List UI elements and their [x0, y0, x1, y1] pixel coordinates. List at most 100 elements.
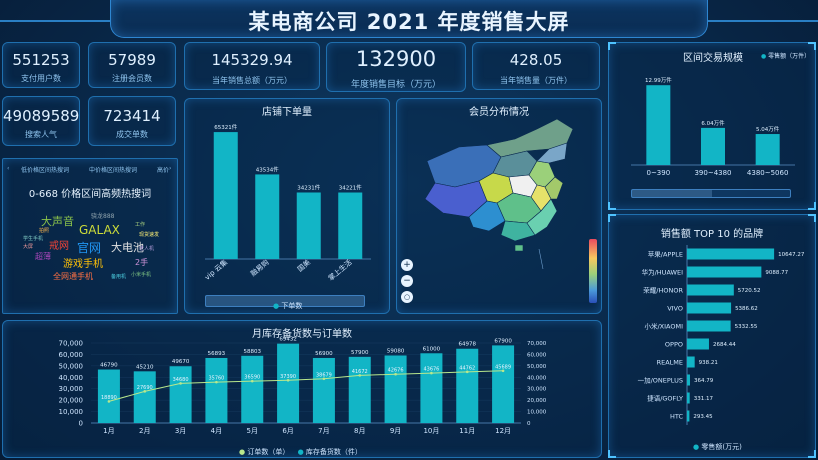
line-point	[143, 390, 147, 393]
line-label: 27690	[137, 385, 153, 391]
title-bar: 某电商公司 2021 年度销售大屏	[110, 0, 708, 38]
data-label: 58803	[244, 349, 262, 355]
line-point	[358, 374, 362, 377]
word-cloud-item[interactable]: 老人机	[139, 246, 155, 252]
map-region	[500, 220, 536, 242]
line-point	[322, 377, 326, 381]
chevron-left-icon[interactable]: ‹	[7, 165, 10, 172]
word-cloud-item[interactable]: 游戏手机	[63, 259, 103, 270]
stat-value: 132900	[355, 47, 437, 71]
tick-label: HTC	[670, 413, 683, 421]
word-cloud-item[interactable]: 备用机	[111, 274, 127, 280]
data-label: 10647.27	[778, 252, 805, 258]
bar	[213, 132, 238, 259]
stat-card-orders: 723414 成交单数	[88, 96, 176, 146]
stat-value: 49089589	[3, 107, 80, 125]
data-label: 43534件	[256, 165, 279, 173]
store-legend: ● 下单数	[273, 301, 302, 311]
chevron-right-icon[interactable]: ›	[169, 165, 172, 172]
word-cloud-item[interactable]: 大屏	[23, 244, 34, 250]
reset-map-button[interactable]: ○	[401, 291, 413, 303]
word-cloud-item[interactable]: 拍照	[39, 228, 50, 234]
line-point	[286, 378, 290, 382]
word-cloud-item[interactable]: 全网通手机	[53, 272, 93, 281]
bar	[701, 127, 725, 165]
line-label: 37390	[280, 374, 296, 380]
range-zoom-slider[interactable]	[631, 189, 791, 198]
tab-high-price[interactable]: 高价	[157, 167, 170, 174]
bar	[97, 369, 120, 423]
tick-label: 掌上生活	[326, 258, 353, 283]
line-label: 45689	[495, 364, 511, 370]
tick-label: 12月	[495, 427, 511, 435]
word-cloud-item[interactable]: 学生手机	[23, 236, 44, 242]
word-cloud-item[interactable]: 大声音	[41, 215, 74, 228]
stat-card-sales-volume: 428.05 当年销售量（万件）	[472, 42, 600, 90]
top10-legend: ● 零售额(万元)	[693, 442, 742, 452]
word-cloud-item[interactable]: GALAX	[79, 223, 120, 237]
map-region	[544, 176, 564, 200]
y2-tick-label: 10,000	[527, 410, 547, 416]
word-cloud-item[interactable]: 小米手机	[131, 272, 152, 278]
inventory-legend: ● 订单数（单） ● 库存备货数（件）	[239, 447, 362, 457]
y-tick-label: 40,000	[59, 374, 84, 382]
tick-label: 一加/ONEPLUS	[638, 376, 683, 385]
word-cloud-item[interactable]: 官网	[77, 241, 102, 255]
legend-label-inventory: 库存备货数（件）	[305, 448, 362, 456]
store-zoom-slider[interactable]	[205, 295, 365, 307]
word-cloud-item[interactable]: 工作	[135, 222, 146, 228]
top10-brands-panel: 销售额 TOP 10 的品牌 苹果/APPLE 10647.27 华为/HUAWEI…	[608, 214, 816, 458]
bar	[456, 348, 479, 423]
bar	[312, 357, 335, 423]
stat-card-paying-users: 551253 支付用户数	[2, 42, 80, 88]
map-region	[526, 198, 558, 236]
line-label: 34680	[173, 377, 189, 383]
stat-value: 551253	[12, 51, 70, 69]
legend-dot-icon: ●	[239, 448, 246, 456]
tick-label: 国美	[296, 258, 313, 274]
word-cloud-item[interactable]: 现货速发	[139, 232, 160, 238]
header-left-line	[0, 20, 112, 22]
hot-words-title: 0-668 价格区间高频热搜词	[28, 189, 152, 200]
y-tick-label: 60,000	[59, 351, 84, 359]
range-trade-chart: 12.99万件 0~390 6.04万件 390~4380 5.04万件 4380~506…	[631, 76, 795, 177]
stat-label: 注册会员数	[112, 74, 152, 83]
line-label: 44762	[459, 365, 475, 371]
y-tick-label: 70,000	[59, 340, 84, 348]
data-label: 938.21	[699, 360, 718, 366]
bar	[348, 356, 371, 423]
tab-low-price[interactable]: 低价格区间热搜词	[21, 167, 70, 174]
line-label: 18890	[101, 395, 117, 401]
line-label: 38679	[316, 372, 332, 378]
tick-label: 捷语/GOFLY	[647, 394, 683, 403]
data-label: 34231件	[297, 183, 320, 191]
tick-label: OPPO	[665, 341, 683, 349]
line-label: 36590	[244, 375, 260, 381]
word-cloud-item[interactable]: 超薄	[35, 252, 51, 261]
word-cloud-item[interactable]: 骁龙888	[91, 213, 115, 220]
tick-label: 7月	[318, 427, 329, 435]
store-orders-panel: 店铺下单量 65321件 vip 云集 43534件 融易购 34231件 国美 34221…	[184, 98, 390, 314]
tick-label: 10月	[423, 427, 439, 435]
word-cloud-item[interactable]: 大电池	[111, 241, 144, 254]
zoom-out-button[interactable]: −	[401, 275, 413, 287]
slider-track	[632, 190, 712, 197]
tick-label: 3月	[175, 427, 186, 435]
map-regions	[424, 118, 574, 252]
data-label: 57900	[351, 350, 369, 356]
word-cloud-item[interactable]: 2手	[135, 258, 149, 267]
data-label: 67900	[494, 338, 512, 344]
word-cloud-item[interactable]: 戒网	[49, 241, 69, 252]
tick-label: 9月	[390, 427, 401, 435]
bar	[492, 345, 515, 423]
data-label: 45210	[136, 364, 154, 370]
bar	[241, 355, 264, 423]
map-color-scale[interactable]	[589, 239, 597, 303]
y2-tick-label: 30,000	[527, 387, 547, 393]
line-point	[501, 369, 505, 373]
tab-mid-price[interactable]: 中价格区间热搜词	[89, 167, 138, 174]
bar	[338, 192, 363, 259]
stat-label: 搜索人气	[25, 130, 57, 139]
zoom-in-button[interactable]: +	[401, 259, 413, 271]
